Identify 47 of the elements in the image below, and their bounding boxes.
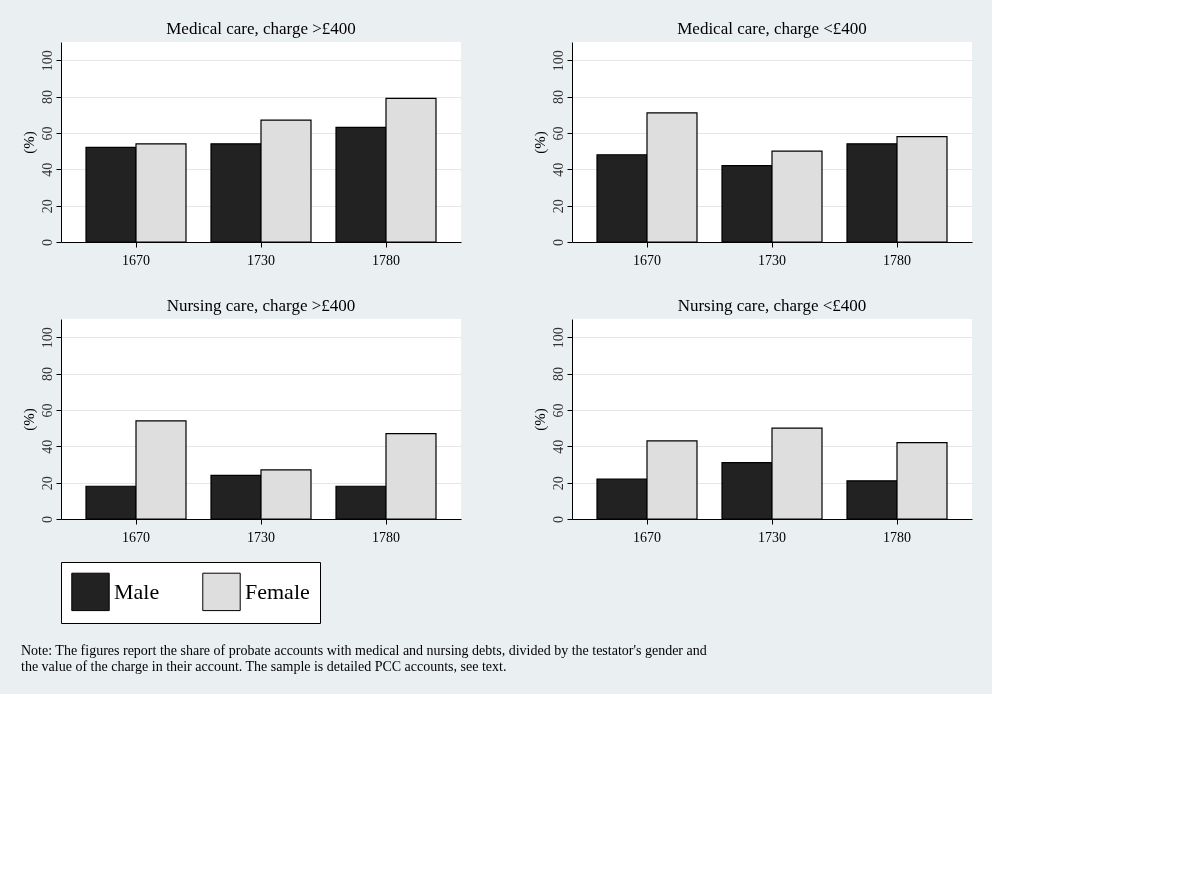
y-tick-label: 40 <box>550 439 566 454</box>
legend-label: Male <box>114 578 160 604</box>
x-tick-label: 1780 <box>883 252 911 268</box>
y-tick-label: 0 <box>39 239 55 246</box>
y-tick-label: 100 <box>550 327 566 349</box>
chart-title: Nursing care, charge <£400 <box>677 296 867 315</box>
x-tick-label: 1780 <box>372 252 400 268</box>
y-tick-label: 100 <box>39 50 55 72</box>
y-tick-label: 80 <box>550 90 566 105</box>
x-tick-label: 1730 <box>247 529 275 545</box>
y-tick-label: 60 <box>39 403 55 418</box>
y-tick-label: 20 <box>39 476 55 491</box>
text: Note: The figures report the share of probate accounts with medical and nursing debts, divided by the testator's gender and the value of the charge in their account. The sample is detailed PCC accounts, see text. <box>21 642 707 674</box>
y-tick-label: 20 <box>550 199 566 214</box>
y-tick-label: 100 <box>39 327 55 349</box>
y-tick-label: 100 <box>550 50 566 72</box>
x-tick-label: 1670 <box>122 529 150 545</box>
x-tick-label: 1780 <box>372 529 400 545</box>
x-tick-label: 1780 <box>883 529 911 545</box>
x-tick-label: 1730 <box>247 252 275 268</box>
y-tick-label: 0 <box>550 239 566 246</box>
x-tick-label: 1670 <box>633 529 661 545</box>
legend-label: Female <box>245 578 310 604</box>
x-tick-label: 1730 <box>758 252 786 268</box>
y-tick-label: 20 <box>39 199 55 214</box>
y-tick-label: 0 <box>550 516 566 523</box>
y-tick-label: 60 <box>550 126 566 141</box>
y-tick-label: 80 <box>39 367 55 382</box>
y-tick-label: 60 <box>39 126 55 141</box>
chart-title: Medical care, charge >£400 <box>166 19 356 38</box>
x-tick-label: 1670 <box>633 252 661 268</box>
y-tick-label: 0 <box>39 516 55 523</box>
y-tick-label: 40 <box>39 439 55 454</box>
y-tick-label: 80 <box>550 367 566 382</box>
y-tick-label: 20 <box>550 476 566 491</box>
y-tick-label: 60 <box>550 403 566 418</box>
x-tick-label: 1730 <box>758 529 786 545</box>
y-axis-title: (%) <box>20 131 38 154</box>
y-tick-label: 40 <box>39 162 55 177</box>
chart-title: Medical care, charge <£400 <box>677 19 867 38</box>
y-axis-title: (%) <box>20 408 38 431</box>
y-tick-label: 80 <box>39 90 55 105</box>
y-axis-title: (%) <box>531 131 549 154</box>
y-axis-title: (%) <box>531 408 549 431</box>
y-tick-label: 40 <box>550 162 566 177</box>
x-tick-label: 1670 <box>122 252 150 268</box>
chart-title: Nursing care, charge >£400 <box>166 296 356 315</box>
